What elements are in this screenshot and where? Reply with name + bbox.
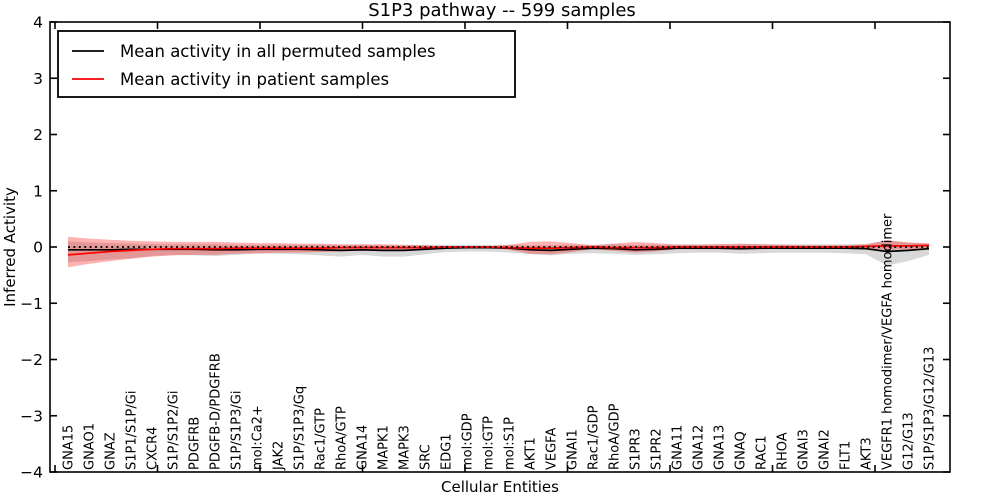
x-category-label: MAPK1 <box>377 425 392 470</box>
x-category-label: VEGFR1 homodimer/VEGFA homodimer <box>881 213 896 470</box>
x-category-label: S1P/S1P3/G12/G13 <box>923 347 938 470</box>
x-category-label: S1P/S1P2/Gi <box>167 391 182 470</box>
x-category-label: CXCR4 <box>146 427 161 470</box>
x-category-label: MAPK3 <box>398 425 413 470</box>
x-category-label: mol:Ca2+ <box>251 405 266 470</box>
x-category-label: RAC1 <box>755 435 770 470</box>
x-category-label: PDGFB-D/PDGFRB <box>209 353 224 470</box>
x-category-label: GNAO1 <box>83 423 98 470</box>
legend-box <box>57 30 516 98</box>
x-category-label: mol:GDP <box>461 413 476 470</box>
x-category-label: mol:S1P <box>503 417 518 470</box>
patient-samples-envelope-band <box>68 236 929 268</box>
x-category-label: SRC <box>419 444 434 470</box>
x-category-label: JAK2 <box>272 441 287 471</box>
x-category-label: GNA14 <box>356 425 371 470</box>
legend-label-permuted: Mean activity in all permuted samples <box>120 42 436 61</box>
x-category-label: Rac1/GDP <box>587 405 602 470</box>
x-category-label: EDG1 <box>440 433 455 470</box>
y-tick-label: −1 <box>20 295 43 313</box>
y-tick-label: −4 <box>20 464 43 482</box>
x-category-label: GNAI2 <box>818 429 833 470</box>
x-category-label: GNAI3 <box>797 429 812 470</box>
y-tick-label: 0 <box>33 239 43 257</box>
x-category-label: AKT3 <box>860 437 875 470</box>
x-category-label: S1PR3 <box>629 428 644 470</box>
x-category-label: GNAQ <box>734 431 749 470</box>
x-category-label: VEGFA <box>545 428 560 470</box>
plot-frame <box>49 21 951 473</box>
y-tick-label: 1 <box>33 182 43 200</box>
y-tick-label: 2 <box>33 126 43 144</box>
x-category-label: Rac1/GTP <box>314 408 329 470</box>
x-category-label: RhoA/GTP <box>335 406 350 470</box>
x-category-label: RHOA <box>776 432 791 470</box>
axis-tick-labels: 4 3 2 1 0 −1 −2 −3 −4 GNA15 GNAO1 GNAZ S1P1/S1P/Gi CX… <box>20 14 937 482</box>
legend-label-patient: Mean activity in patient samples <box>120 70 389 89</box>
x-axis-label: Cellular Entities <box>441 478 559 496</box>
x-category-label: GNA11 <box>671 425 686 470</box>
x-category-label: G12/G13 <box>902 412 917 470</box>
x-category-label: S1PR2 <box>650 428 665 470</box>
legend: Mean activity in all permuted samples Me… <box>57 30 516 98</box>
x-category-label: PDGFRB <box>188 417 203 470</box>
y-axis-label: Inferred Activity <box>1 187 19 307</box>
y-tick-label: 3 <box>33 70 43 88</box>
mean-lines <box>67 244 930 256</box>
x-category-label: GNA15 <box>62 425 77 470</box>
x-category-label: mol:GTP <box>482 416 497 470</box>
y-tick-label: 4 <box>33 14 43 32</box>
x-category-label: GNAZ <box>104 432 119 470</box>
x-category-label: S1P/S1P3/Gi <box>230 391 245 470</box>
y-tick-label: −3 <box>20 407 43 425</box>
x-category-label: AKT1 <box>524 437 539 470</box>
x-category-label: RhoA/GDP <box>608 403 623 470</box>
patient-mean-line <box>67 244 930 256</box>
x-category-label: S1P/S1P3/Gq <box>293 386 308 470</box>
x-category-label: S1P1/S1P/Gi <box>125 391 140 470</box>
x-category-label: GNA12 <box>692 425 707 470</box>
y-tick-label: −2 <box>20 351 43 369</box>
x-category-label: GNAI1 <box>566 429 581 470</box>
x-category-label: FLT1 <box>839 441 854 470</box>
x-category-label: GNA13 <box>713 425 728 470</box>
chart-title: S1P3 pathway -- 599 samples <box>368 0 636 21</box>
confidence-bands <box>68 236 929 268</box>
